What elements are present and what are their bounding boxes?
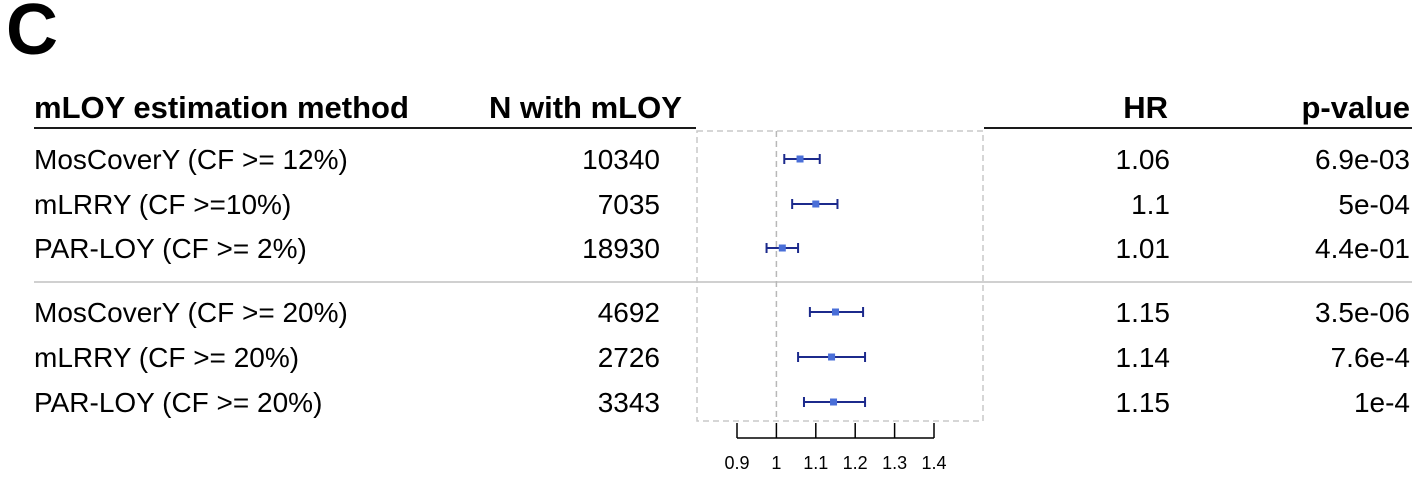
row-method: mLRRY (CF >=10%) [34, 189, 292, 220]
row-hr: 1.15 [1115, 297, 1171, 328]
row-method: MosCoverY (CF >= 20%) [34, 297, 348, 328]
header-rule-left [34, 127, 696, 129]
x-tick-label: 1 [771, 453, 781, 473]
row-n: 2726 [597, 342, 660, 373]
hr-point [812, 200, 820, 208]
group-separator [34, 281, 1412, 283]
x-tick-label: 1.4 [921, 453, 946, 473]
row-pvalue: 5e-04 [1338, 189, 1410, 220]
hr-point [830, 398, 838, 406]
row-hr: 1.1 [1131, 189, 1170, 220]
x-tick-label: 0.9 [724, 453, 749, 473]
row-pvalue: 3.5e-06 [1315, 297, 1410, 328]
hr-point [778, 244, 786, 252]
row-method: mLRRY (CF >= 20%) [34, 342, 300, 373]
row-method: PAR-LOY (CF >= 20%) [34, 387, 323, 418]
row-method: MosCoverY (CF >= 12%) [34, 144, 348, 175]
row-method: PAR-LOY (CF >= 2%) [34, 233, 307, 264]
row-n: 4692 [597, 297, 660, 328]
header-hr: HR [1123, 90, 1168, 125]
x-tick-label: 1.3 [882, 453, 907, 473]
row-pvalue: 4.4e-01 [1315, 233, 1410, 264]
row-n: 10340 [582, 144, 660, 175]
header-n: N with mLOY [489, 90, 682, 125]
row-n: 18930 [582, 233, 660, 264]
plot-frame [696, 130, 984, 422]
row-pvalue: 6.9e-03 [1315, 144, 1410, 175]
header-pvalue: p-value [1301, 90, 1410, 125]
hr-point [796, 155, 804, 163]
header-rule-right [984, 127, 1412, 129]
header-method: mLOY estimation method [34, 90, 409, 125]
hr-point [832, 308, 839, 316]
row-hr: 1.01 [1115, 233, 1171, 264]
hr-point [828, 353, 836, 361]
row-pvalue: 7.6e-4 [1330, 342, 1410, 373]
row-pvalue: 1e-4 [1353, 387, 1410, 418]
row-n: 7035 [597, 189, 660, 220]
row-hr: 1.14 [1115, 342, 1171, 373]
row-n: 3343 [597, 387, 660, 418]
x-tick-label: 1.2 [843, 453, 868, 473]
panel-label: C [6, 0, 58, 70]
row-hr: 1.15 [1115, 387, 1171, 418]
x-tick-label: 1.1 [803, 453, 828, 473]
row-hr: 1.06 [1115, 144, 1171, 175]
